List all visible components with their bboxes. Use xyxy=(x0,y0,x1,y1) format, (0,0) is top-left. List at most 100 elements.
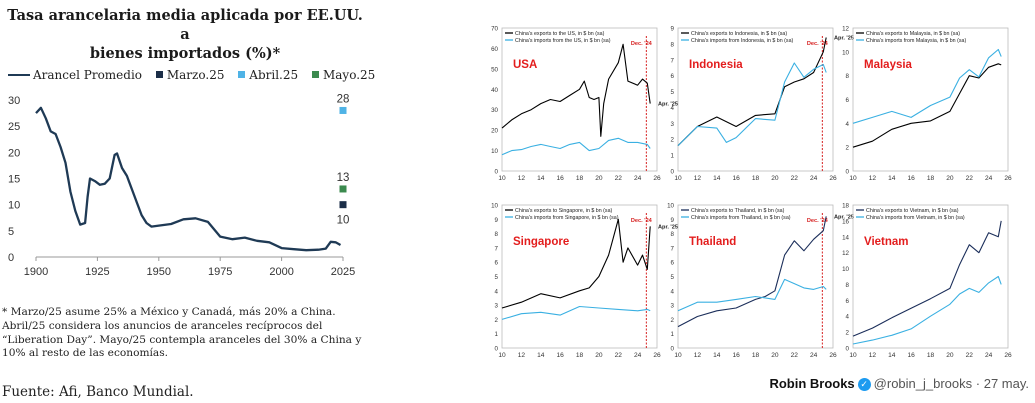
y-tick-label: 4 xyxy=(495,288,499,295)
y-tick-label: 2 xyxy=(495,317,499,324)
y-tick-label: 8 xyxy=(495,231,499,238)
y-tick-label: 12 xyxy=(842,26,849,33)
legend-entry: China's imports from Indonesia, in $ bn … xyxy=(691,38,794,44)
x-tick-label: 16 xyxy=(907,175,915,182)
x-tick-label: 10 xyxy=(498,352,506,359)
x-tick-label: 16 xyxy=(556,175,564,182)
legend-entry: China's imports from Thailand, in $ bn (… xyxy=(691,215,791,221)
x-tick-label: 1925 xyxy=(85,266,109,278)
data-point-mayo-25 xyxy=(339,185,347,193)
y-tick-label: 0 xyxy=(671,346,675,353)
y-tick-label: 25 xyxy=(8,121,20,133)
x-tick-label: 12 xyxy=(518,175,526,182)
y-tick-label: 4 xyxy=(846,121,850,128)
y-tick-label: 9 xyxy=(671,217,675,224)
x-tick-label: 12 xyxy=(869,175,877,182)
panel-frame xyxy=(501,204,658,349)
x-tick-label: 2000 xyxy=(269,266,293,278)
y-tick-label: 10 xyxy=(491,203,498,210)
panel-country-label: Singapore xyxy=(513,236,569,248)
x-tick-label: 26 xyxy=(829,175,837,182)
panel-frame xyxy=(501,27,658,172)
annotation-label: Dec. '24 xyxy=(631,218,653,224)
y-tick-label: 60 xyxy=(491,46,498,53)
y-tick-label: 20 xyxy=(491,128,498,135)
x-tick-label: 12 xyxy=(518,352,526,359)
annotation-label: Dec. '24 xyxy=(807,41,829,47)
y-tick-label: 10 xyxy=(667,203,674,210)
x-tick-label: 20 xyxy=(946,352,954,359)
y-tick-label: 3 xyxy=(671,121,675,128)
author-name[interactable]: Robin Brooks xyxy=(769,376,855,391)
x-tick-label: 22 xyxy=(966,175,974,182)
legend-line-swatch xyxy=(8,73,30,76)
y-tick-label: 30 xyxy=(8,95,20,107)
x-tick-label: 22 xyxy=(791,175,799,182)
x-tick-label: 26 xyxy=(653,352,661,359)
series-line xyxy=(852,220,1002,337)
chart-legend: Arancel Promedio Marzo.25 Abril.25 Mayo.… xyxy=(8,67,375,82)
x-tick-label: 26 xyxy=(1004,352,1012,359)
x-tick-label: 16 xyxy=(556,352,564,359)
x-tick-label: 18 xyxy=(927,352,935,359)
x-tick-label: 10 xyxy=(674,352,682,359)
data-point-abril-25 xyxy=(339,106,347,114)
post-date[interactable]: 27 may. xyxy=(983,376,1029,391)
x-tick-label: 18 xyxy=(752,352,760,359)
y-tick-label: 7 xyxy=(495,245,499,252)
x-tick-label: 26 xyxy=(829,352,837,359)
legend-swatch-mayo xyxy=(311,71,319,78)
y-tick-label: 9 xyxy=(495,217,499,224)
x-tick-label: 20 xyxy=(771,175,779,182)
series-line xyxy=(501,137,651,156)
verified-badge-icon: ✓ xyxy=(857,378,871,392)
y-tick-label: 5 xyxy=(495,274,499,281)
legend-label-mayo: Mayo.25 xyxy=(322,67,376,82)
legend-entry: China's exports to Singapore, in $ bn (s… xyxy=(515,208,613,214)
author-handle[interactable]: @robin_j_brooks xyxy=(873,376,973,391)
y-tick-label: 6 xyxy=(495,260,499,267)
legend-entry: China's exports to Vietnam, in $ bn (sa) xyxy=(866,208,959,214)
x-tick-label: 22 xyxy=(615,175,623,182)
x-tick-label: 18 xyxy=(576,352,584,359)
panel-country-label: USA xyxy=(513,59,537,71)
panel-frame xyxy=(852,27,1009,172)
panel-country-label: Indonesia xyxy=(689,59,743,71)
x-tick-label: 18 xyxy=(752,175,760,182)
x-tick-label: 24 xyxy=(634,175,642,182)
x-tick-label: 1950 xyxy=(147,266,171,278)
chart-footnote: * Marzo/25 asume 25% a México y Canadá, … xyxy=(2,306,367,361)
x-tick-label: 2025 xyxy=(331,266,355,278)
annotation-label: Apr. '25 xyxy=(658,102,678,108)
y-tick-label: 5 xyxy=(671,274,675,281)
panel-country-label: Malaysia xyxy=(864,59,913,71)
y-tick-label: 0 xyxy=(846,169,850,176)
y-tick-label: 1 xyxy=(495,331,499,338)
y-tick-label: 30 xyxy=(491,107,498,114)
y-tick-label: 15 xyxy=(8,174,20,186)
x-tick-label: 14 xyxy=(537,352,545,359)
x-tick-label: 10 xyxy=(674,175,682,182)
x-tick-label: 16 xyxy=(732,352,740,359)
panel-frame xyxy=(677,27,834,172)
legend-entry: China's exports to Malaysia, in $ bn (sa… xyxy=(866,31,960,37)
x-tick-label: 26 xyxy=(653,175,661,182)
series-line xyxy=(677,216,827,328)
y-tick-label: 8 xyxy=(846,282,850,289)
chart-title-line-2: bienes importados (%)* xyxy=(89,45,281,62)
x-tick-label: 16 xyxy=(732,175,740,182)
x-tick-label: 22 xyxy=(966,352,974,359)
panel-country-label: Vietnam xyxy=(864,236,909,248)
x-tick-label: 1975 xyxy=(208,266,232,278)
y-tick-label: 4 xyxy=(671,288,675,295)
y-tick-label: 10 xyxy=(842,49,849,56)
x-tick-label: 12 xyxy=(694,175,702,182)
legend-swatch-marzo xyxy=(155,71,163,78)
x-tick-label: 24 xyxy=(985,352,993,359)
y-tick-label: 6 xyxy=(671,260,675,267)
